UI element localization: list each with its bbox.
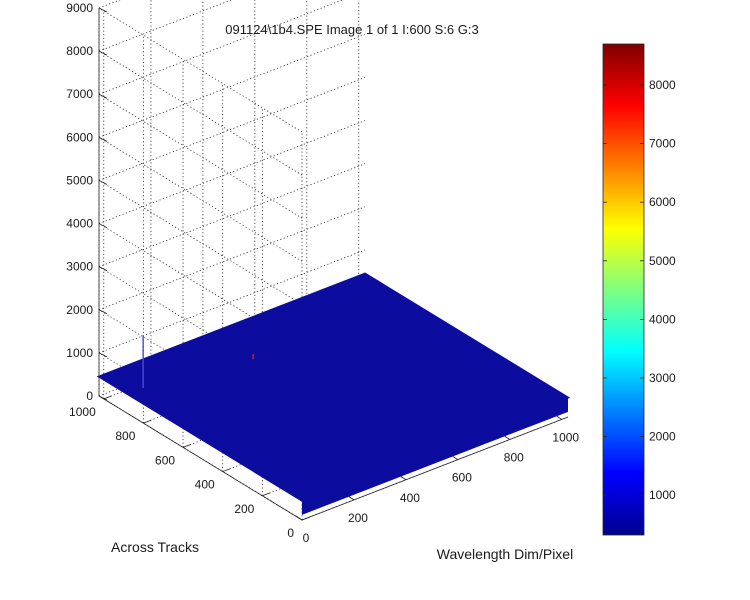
x-tick xyxy=(555,415,562,420)
z-tick xyxy=(98,309,108,315)
y-tick xyxy=(103,395,112,400)
x-tick xyxy=(399,475,407,481)
y-tick xyxy=(222,468,231,472)
grid-line xyxy=(98,77,366,181)
colorbar-tick-label: 3000 xyxy=(649,371,676,385)
x-axis-label: Wavelength Dim/Pixel xyxy=(437,546,573,562)
z-tick-label: 2000 xyxy=(66,303,93,317)
z-tick-label: 7000 xyxy=(66,87,93,101)
colorbar-tick-label: 2000 xyxy=(649,430,676,444)
y-tick-label: 200 xyxy=(234,502,254,516)
colorbar-tick-label: 5000 xyxy=(649,254,676,268)
y-tick-label: 400 xyxy=(195,478,215,492)
colorbar-tick-label: 7000 xyxy=(649,137,676,151)
x-tick xyxy=(347,495,355,501)
colorbar: 1000 2000 3000 4000 5000 6000 7000 8000 xyxy=(602,43,676,536)
surface-edge xyxy=(302,397,568,515)
z-tick xyxy=(98,180,108,185)
y-axis-line xyxy=(98,395,303,521)
grid-line xyxy=(98,120,366,224)
grid-line xyxy=(98,7,303,133)
colorbar-tick-label: 6000 xyxy=(649,195,676,209)
grid-line xyxy=(98,180,303,305)
z-tick xyxy=(98,223,108,228)
x-tick-label: 400 xyxy=(400,491,420,505)
y-tick-label: 1000 xyxy=(69,405,96,419)
colorbar-gradient xyxy=(602,43,645,536)
z-tick xyxy=(98,50,108,56)
x-axis-line xyxy=(301,416,569,521)
grid-line xyxy=(98,0,344,95)
z-tick-label: 3000 xyxy=(66,260,93,274)
z-tick-label: 1000 xyxy=(66,346,93,360)
y-axis-label: Across Tracks xyxy=(111,539,199,555)
x-tick xyxy=(295,515,303,521)
grid-line xyxy=(98,50,303,176)
grid-line xyxy=(98,136,303,262)
y-tick-label: 600 xyxy=(155,453,175,467)
grid-line xyxy=(98,163,366,268)
x-tick-label: 200 xyxy=(348,511,368,525)
z-tick-label: 0 xyxy=(86,389,93,403)
z-tick xyxy=(98,7,108,13)
x-tick xyxy=(451,455,459,460)
grid-line xyxy=(98,0,121,9)
z-tick-label: 6000 xyxy=(66,130,93,144)
x-tick-label: 1000 xyxy=(552,430,579,444)
grid-line xyxy=(98,33,366,138)
grid-line xyxy=(98,93,303,219)
y-tick xyxy=(262,492,271,497)
axis-ticks: 0100020003000400050006000700080009000020… xyxy=(66,1,579,545)
z-tick-label: 8000 xyxy=(66,44,93,58)
z-tick xyxy=(98,395,108,401)
z-tick xyxy=(98,136,108,142)
chart-title: 091124\1b4.SPE Image 1 of 1 I:600 S:6 G:… xyxy=(225,22,478,37)
y-tick xyxy=(301,516,311,521)
y-tick-label: 800 xyxy=(115,429,135,443)
y-tick xyxy=(182,443,192,448)
x-tick-label: 0 xyxy=(303,531,310,545)
z-tick xyxy=(98,352,108,358)
x-tick xyxy=(503,435,511,440)
z-tick-label: 4000 xyxy=(66,217,93,231)
y-tick-label: 0 xyxy=(287,526,294,540)
y-tick xyxy=(143,419,152,424)
z-tick xyxy=(98,266,108,272)
colorbar-tick-label: 1000 xyxy=(649,488,676,502)
colorbar-tick-label: 4000 xyxy=(649,312,676,326)
surface xyxy=(96,272,571,515)
colorbar-tick-label: 8000 xyxy=(649,78,676,92)
z-tick-label: 5000 xyxy=(66,173,93,187)
z-tick xyxy=(98,93,108,99)
z-tick-label: 9000 xyxy=(66,1,93,15)
grid-line xyxy=(98,0,233,52)
x-tick-label: 800 xyxy=(504,451,524,465)
x-tick-label: 600 xyxy=(452,471,472,485)
